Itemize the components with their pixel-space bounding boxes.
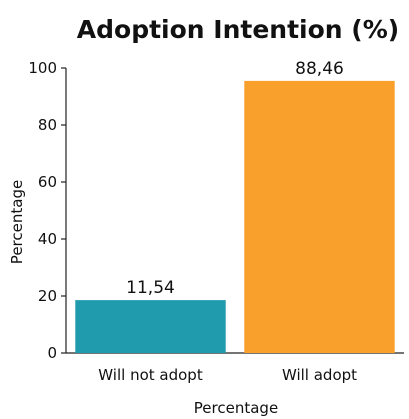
y-tick-label: 60 [38, 173, 57, 191]
x-axis-label: Percentage [194, 399, 278, 417]
chart-title: Adoption Intention (%) [77, 15, 399, 44]
y-axis-label: Percentage [8, 180, 26, 264]
data-label: 88,46 [295, 59, 344, 79]
y-tick-label: 0 [47, 344, 57, 362]
y-tick-label: 20 [38, 287, 57, 305]
x-tick-labels: Will not adopt Will adopt [98, 366, 357, 384]
x-tick-label: Will adopt [282, 366, 357, 384]
y-tick-label: 100 [28, 59, 57, 77]
data-labels: 11,54 88,46 [126, 59, 344, 298]
bars [75, 80, 395, 353]
y-ticks: 0 20 40 60 80 100 [28, 59, 66, 362]
data-label: 11,54 [126, 278, 175, 298]
bar-will-not-adopt [75, 300, 226, 353]
y-tick-label: 40 [38, 230, 57, 248]
bar-will-adopt [244, 80, 395, 353]
y-tick-label: 80 [38, 116, 57, 134]
x-tick-label: Will not adopt [98, 366, 203, 384]
